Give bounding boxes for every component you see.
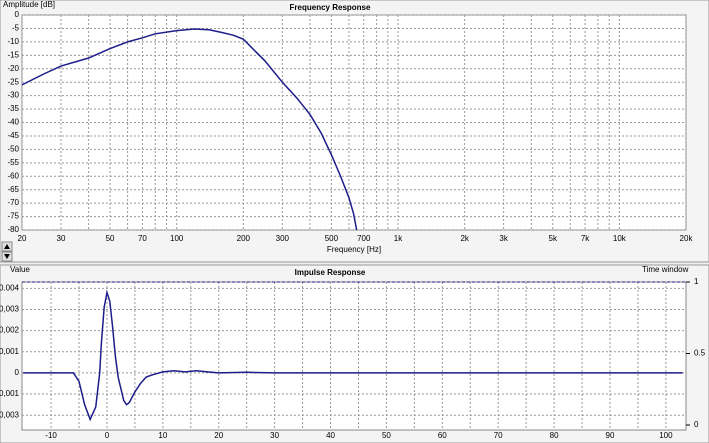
y-tick-label: -70	[7, 198, 19, 207]
x-tick-label: 20k	[680, 234, 694, 243]
y-axis-label: Value	[10, 265, 30, 274]
y-tick-label: -80	[7, 225, 19, 234]
x-tick-label: 100	[170, 234, 184, 243]
x-tick-label: 200	[237, 234, 251, 243]
x-tick-label: 70	[494, 431, 503, 440]
chart-title: Frequency Response	[290, 3, 371, 12]
y-axis-label: Amplitude [dB]	[3, 0, 55, 9]
plot-area	[21, 281, 687, 431]
x-tick-label: 5k	[549, 234, 558, 243]
x-tick-label: 10k	[613, 234, 627, 243]
y-tick-label: 0,002	[0, 326, 20, 335]
down-arrow	[4, 254, 10, 259]
y2-axis-label: Time window	[642, 265, 689, 274]
x-tick-label: 40	[326, 431, 335, 440]
x-tick-label: 500	[325, 234, 339, 243]
y-tick-label: 0	[15, 368, 20, 377]
y-tick-label: -0,001	[0, 389, 20, 398]
y-tick-label: -10	[7, 37, 19, 46]
x-tick-label: 30	[57, 234, 66, 243]
series-line	[21, 28, 358, 231]
x-tick-label: 0	[105, 431, 110, 440]
y-tick-label: -50	[7, 144, 19, 153]
x-tick-label: 2k	[460, 234, 469, 243]
x-tick-label: 3k	[499, 234, 508, 243]
y-tick-label: 0.004	[0, 283, 20, 292]
series-line	[23, 289, 683, 422]
y-tick-label: -5	[12, 24, 20, 33]
y-tick-label: 0,001	[0, 347, 20, 356]
y-tick-label: -45	[7, 131, 19, 140]
x-tick-label: 60	[438, 431, 447, 440]
y-tick-label: -30	[7, 91, 19, 100]
y-tick-label: -35	[7, 104, 19, 113]
x-tick-label: 80	[550, 431, 559, 440]
x-tick-label: 90	[606, 431, 615, 440]
x-tick-label: -10	[45, 431, 57, 440]
y-tick-label: -20	[7, 64, 19, 73]
y-tick-label: -40	[7, 118, 19, 127]
x-tick-label: 20	[18, 234, 27, 243]
y-tick-label: -0,003	[0, 410, 20, 419]
y-tick-label: -25	[7, 77, 19, 86]
x-tick-label: 10	[158, 431, 167, 440]
chart-title: Impulse Response	[295, 268, 366, 277]
x-tick-label: 300	[276, 234, 290, 243]
x-tick-label: 1k	[394, 234, 403, 243]
x-tick-label: 20	[214, 431, 223, 440]
y-tick-label: -55	[7, 158, 19, 167]
x-tick-label: 100	[659, 431, 673, 440]
y2-tick-label: 1	[694, 277, 699, 286]
x-tick-label: 30	[270, 431, 279, 440]
y-tick-label: 0	[15, 10, 20, 19]
x-tick-label: 50	[106, 234, 115, 243]
y2-tick-label: 0	[694, 420, 699, 429]
y2-tick-label: 0.5	[694, 349, 706, 358]
x-tick-label: 50	[382, 431, 391, 440]
y-tick-label: -60	[7, 171, 19, 180]
scroll-buttons[interactable]	[1, 241, 13, 262]
y-tick-label: -75	[7, 212, 19, 221]
x-axis-label: Frequency [Hz]	[327, 245, 381, 254]
y-tick-label: -15	[7, 50, 19, 59]
y-tick-label: 0,003	[0, 305, 20, 314]
x-tick-label: 700	[357, 234, 371, 243]
x-tick-label: 70	[138, 234, 147, 243]
up-arrow	[4, 244, 10, 249]
x-tick-label: 7k	[581, 234, 590, 243]
y-tick-label: -65	[7, 185, 19, 194]
